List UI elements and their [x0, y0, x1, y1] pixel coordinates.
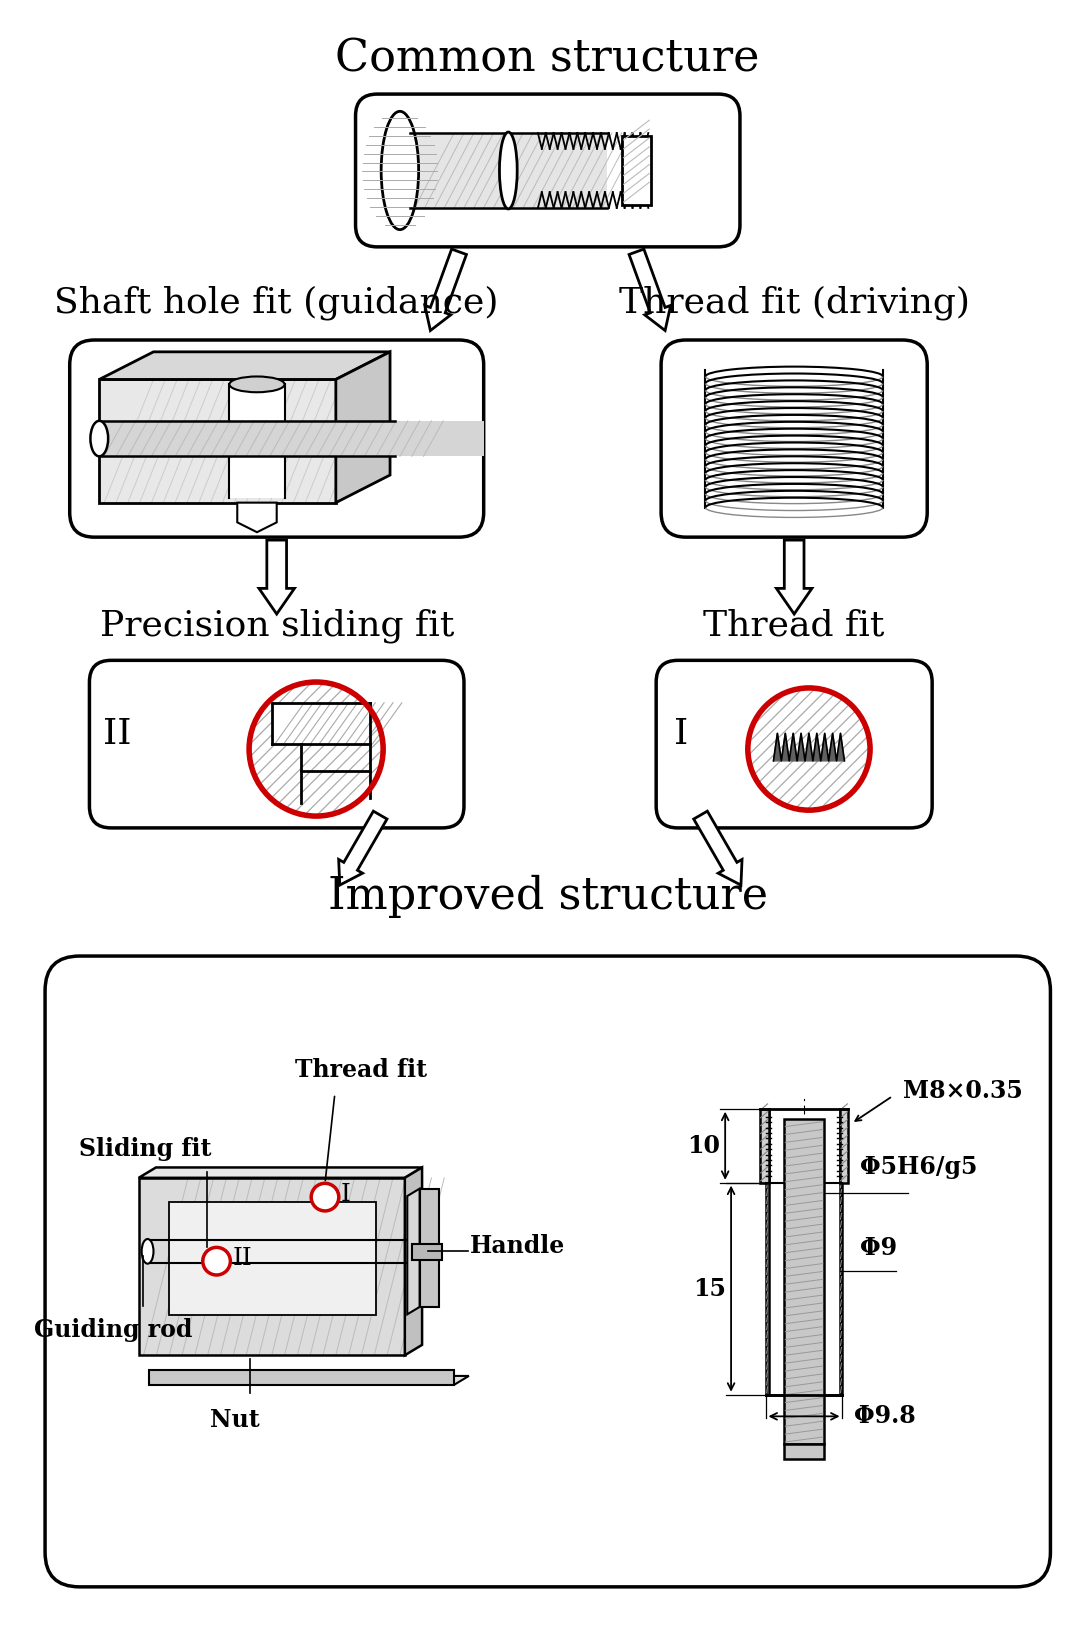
- Text: Precision sliding fit: Precision sliding fit: [99, 608, 454, 642]
- Bar: [272, 703, 370, 744]
- Bar: [784, 1444, 824, 1459]
- Polygon shape: [149, 1370, 454, 1385]
- Polygon shape: [138, 1178, 405, 1355]
- Polygon shape: [773, 733, 845, 761]
- Bar: [766, 1109, 769, 1395]
- Bar: [229, 384, 285, 498]
- Bar: [99, 421, 484, 457]
- Polygon shape: [407, 1188, 420, 1314]
- Text: Improved structure: Improved structure: [327, 876, 768, 918]
- Polygon shape: [424, 250, 467, 330]
- Text: 15: 15: [693, 1277, 726, 1301]
- Text: Thread fit: Thread fit: [296, 1058, 428, 1081]
- Polygon shape: [420, 1188, 440, 1306]
- Ellipse shape: [91, 421, 108, 457]
- Polygon shape: [138, 1168, 422, 1178]
- Polygon shape: [259, 541, 295, 614]
- Polygon shape: [149, 1375, 469, 1385]
- Polygon shape: [339, 812, 387, 886]
- Text: II: II: [232, 1247, 252, 1270]
- Text: M8×0.35: M8×0.35: [903, 1079, 1023, 1102]
- Text: Thread fit: Thread fit: [703, 610, 885, 642]
- Bar: [839, 1109, 849, 1183]
- Text: Thread fit (driving): Thread fit (driving): [619, 286, 970, 320]
- Text: Φ5H6/g5: Φ5H6/g5: [860, 1155, 977, 1178]
- Polygon shape: [99, 380, 336, 503]
- Circle shape: [203, 1247, 230, 1275]
- Polygon shape: [99, 352, 390, 380]
- Text: 10: 10: [687, 1134, 720, 1158]
- Text: Nut: Nut: [210, 1408, 259, 1433]
- Bar: [784, 1119, 824, 1444]
- Text: Sliding fit: Sliding fit: [79, 1137, 211, 1160]
- Text: Handle: Handle: [470, 1234, 565, 1259]
- Text: Guiding rod: Guiding rod: [33, 1318, 192, 1342]
- Ellipse shape: [381, 112, 419, 230]
- Text: I: I: [341, 1183, 351, 1206]
- Text: I: I: [674, 718, 688, 751]
- Circle shape: [747, 688, 870, 810]
- Bar: [759, 1109, 769, 1183]
- Text: Common structure: Common structure: [336, 38, 760, 81]
- Polygon shape: [693, 812, 742, 886]
- Polygon shape: [170, 1203, 376, 1314]
- Circle shape: [311, 1183, 339, 1211]
- Ellipse shape: [499, 131, 517, 209]
- Bar: [622, 136, 651, 205]
- Text: Φ9.8: Φ9.8: [854, 1405, 916, 1428]
- Polygon shape: [629, 250, 671, 330]
- Text: Φ9: Φ9: [860, 1236, 897, 1260]
- Text: II: II: [103, 718, 132, 751]
- Polygon shape: [336, 352, 390, 503]
- Bar: [409, 133, 607, 209]
- Ellipse shape: [141, 1239, 153, 1263]
- Ellipse shape: [229, 376, 285, 393]
- Polygon shape: [777, 541, 812, 614]
- Text: Shaft hole fit (guidance): Shaft hole fit (guidance): [54, 286, 499, 320]
- Polygon shape: [405, 1168, 422, 1355]
- Circle shape: [249, 682, 383, 817]
- Polygon shape: [238, 503, 276, 532]
- Bar: [839, 1109, 842, 1395]
- Polygon shape: [413, 1244, 442, 1260]
